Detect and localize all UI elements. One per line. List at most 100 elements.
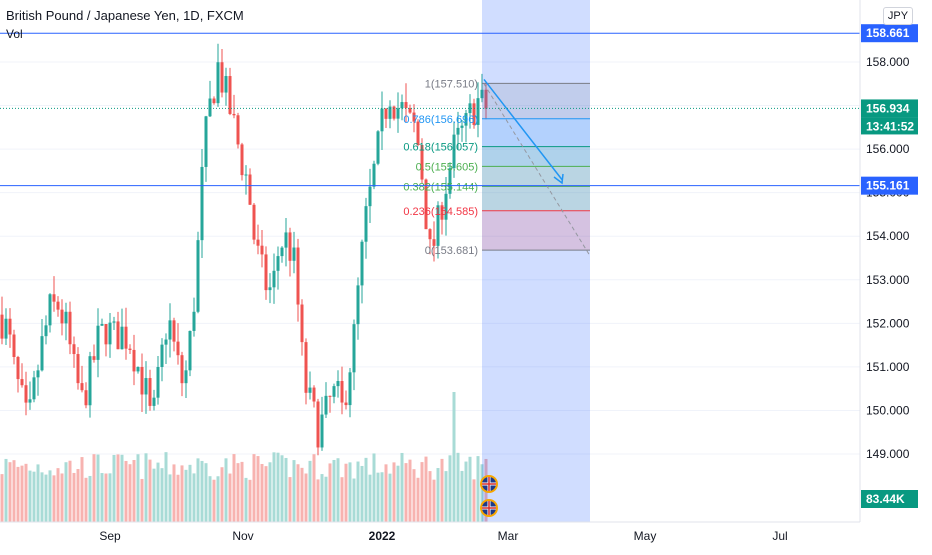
price-marker-box (861, 24, 918, 43)
price-ticks: 158.000157.000156.000155.000154.000153.0… (866, 55, 910, 461)
volume-bar (128, 464, 132, 522)
volume-bar (316, 479, 320, 522)
candle-body (116, 321, 120, 350)
candle-body (192, 311, 196, 331)
candle-body (476, 98, 480, 125)
candle-body (216, 62, 220, 104)
volume-bar (240, 461, 244, 522)
candle-body (8, 318, 12, 335)
volume-bar (96, 454, 100, 522)
volume-bar (352, 478, 356, 522)
currency-selector[interactable]: JPY (883, 7, 913, 25)
candle-body (104, 324, 108, 345)
volume-bar (108, 473, 112, 522)
candle-body (160, 344, 164, 367)
candle-body (360, 241, 364, 286)
price-tick-label: 149.000 (866, 447, 910, 461)
candle-body (456, 127, 460, 135)
volume-bar (36, 464, 40, 522)
volume-bar (248, 479, 252, 522)
candle-body (120, 326, 124, 350)
volume-bar (252, 454, 256, 522)
time-tick-label: Mar (498, 529, 519, 543)
candle-body (408, 108, 412, 113)
volume-bar (384, 464, 388, 522)
time-ticks: Sep Nov 2022 Mar May Jul (99, 529, 787, 543)
candle-body (200, 166, 204, 241)
volume-bar (196, 458, 200, 522)
price-markers: 158.661 156.934 13:41:52 155.161 83.44K (861, 24, 918, 508)
volume-bar (420, 462, 424, 522)
volume-bar (476, 456, 480, 522)
candle-body (352, 324, 356, 373)
candle-body (244, 174, 248, 176)
volume-bar (24, 463, 28, 522)
volume-bar (180, 465, 184, 522)
volume-bar (260, 463, 264, 522)
volume-bar (200, 460, 204, 522)
candle-body (272, 270, 276, 288)
volume-bar (76, 469, 80, 522)
candle-body (88, 356, 92, 406)
volume-bar (144, 453, 148, 522)
candle-body (428, 229, 432, 240)
volume-bar (164, 452, 168, 522)
volume-bar (148, 459, 152, 522)
volume-bar (404, 463, 408, 522)
candle-body (48, 294, 52, 326)
candle-body (288, 232, 292, 261)
volume-bar (264, 466, 268, 522)
volume-bar (388, 473, 392, 522)
candle-body (176, 341, 180, 356)
candle-body (464, 113, 468, 126)
volume-bar (88, 475, 92, 522)
volume-bar (136, 454, 140, 522)
volume-bar (356, 461, 360, 522)
candle-body (188, 330, 192, 371)
volume-bar (288, 477, 292, 522)
volume-bar (408, 459, 412, 522)
candle-body (412, 112, 416, 122)
candle-body (376, 131, 380, 164)
candle-body (416, 121, 420, 145)
time-tick-label: Nov (232, 529, 253, 543)
candle-body (432, 239, 436, 246)
candle-body (20, 379, 24, 386)
uk-flag-icon (480, 475, 498, 493)
volume-bar (232, 454, 236, 522)
volume-bar (152, 468, 156, 522)
volume-bar (452, 392, 456, 522)
time-tick-label: May (634, 529, 657, 543)
fib-zone (482, 146, 590, 167)
candle-body (320, 414, 324, 448)
price-marker-box (861, 99, 918, 118)
volume-bar (168, 474, 172, 522)
volume-bar (68, 460, 72, 522)
volume-bar (396, 465, 400, 522)
volume-bar (324, 476, 328, 522)
candle-body (424, 179, 428, 230)
volume-bar (272, 452, 276, 522)
volume-bar (480, 464, 484, 522)
candle-body (80, 383, 84, 391)
candle-body (220, 62, 224, 93)
volume-bar (468, 456, 472, 522)
candle-body (40, 336, 44, 371)
candle-body (380, 108, 384, 132)
volume-bar (380, 472, 384, 522)
fib-zone (482, 186, 590, 211)
candle-body (344, 402, 348, 406)
volume-bar (60, 473, 64, 522)
candle-body (24, 385, 28, 403)
candle-body (72, 344, 76, 355)
candle-body (144, 378, 148, 395)
price-tick-label: 158.000 (866, 55, 910, 69)
fib-level-label: 0.786(156.696) (403, 114, 478, 126)
fib-zone (482, 83, 590, 119)
volume-bar (364, 457, 368, 522)
candle-body (440, 205, 444, 220)
candle-body (420, 144, 424, 180)
volume-bar (40, 472, 44, 522)
